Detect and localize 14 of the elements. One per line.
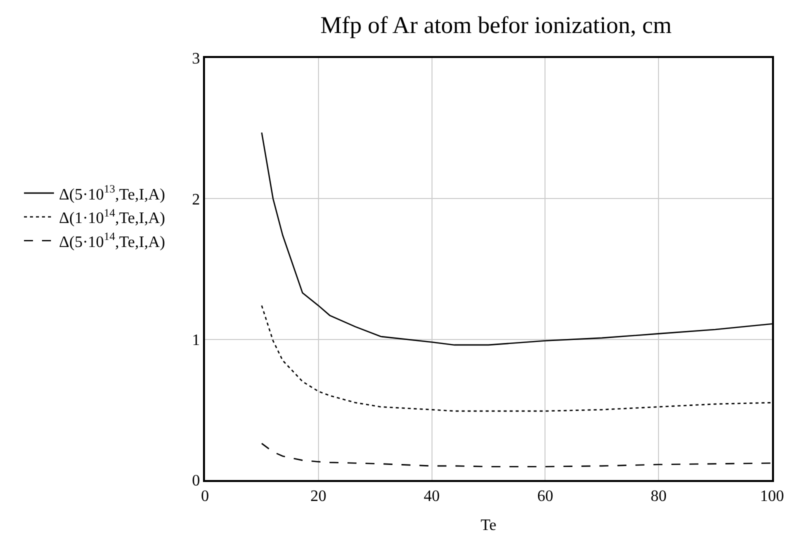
y-tick-label: 2 xyxy=(192,191,200,208)
y-tick-label: 0 xyxy=(192,472,200,490)
x-tick-label: 80 xyxy=(650,488,667,505)
x-tick-label: 20 xyxy=(310,488,326,505)
y-tick-label: 1 xyxy=(192,332,200,349)
x-tick-label: 40 xyxy=(424,488,440,505)
x-tick-label: 60 xyxy=(537,488,554,505)
legend-label: Δ(5·10$^{14}$,Te,I,A) xyxy=(58,231,166,251)
x-axis-title: Te xyxy=(480,517,496,534)
y-tick-label: 3 xyxy=(192,50,200,68)
legend-label: Δ(5·10$^{13}$,Te,I,A) xyxy=(58,184,166,204)
chart-title: Mfp of Ar atom befor ionization, cm xyxy=(320,13,672,40)
x-tick-label: 100 xyxy=(760,488,784,505)
legend-label: Δ(1·10$^{14}$,Te,I,A) xyxy=(58,207,166,228)
